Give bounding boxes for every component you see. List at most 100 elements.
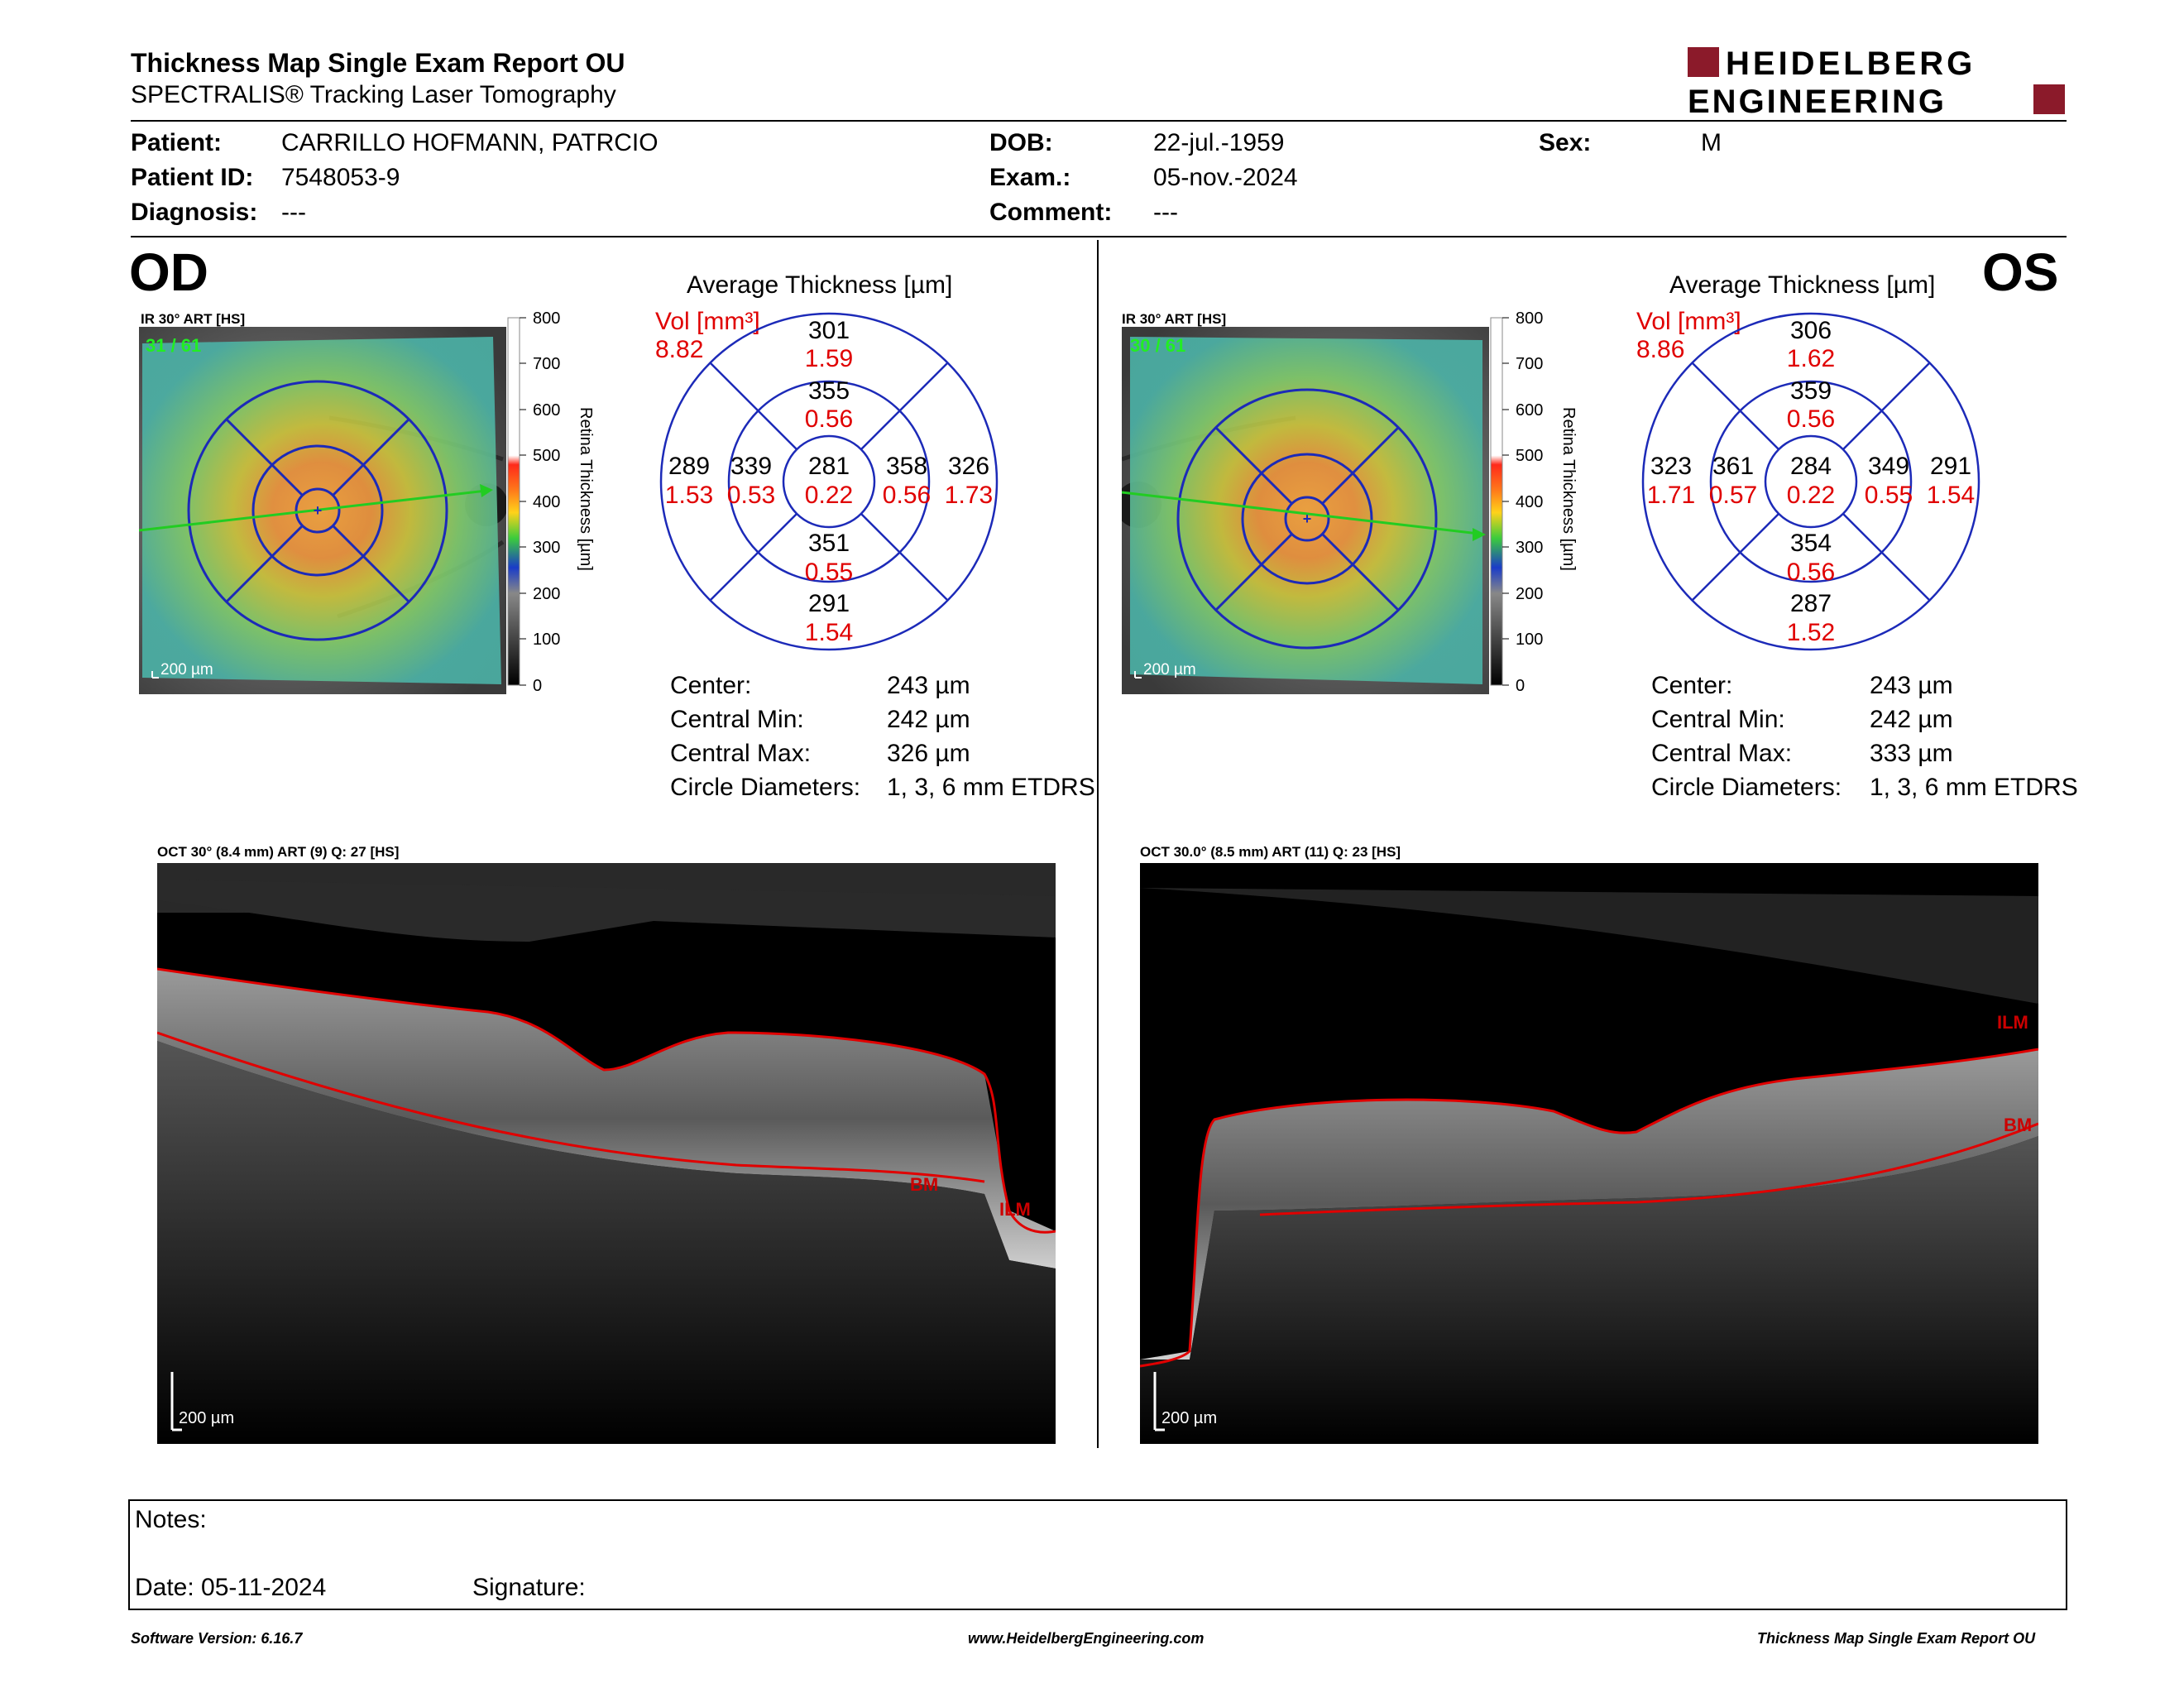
footer-software-version: Software Version: 6.16.7	[131, 1630, 303, 1647]
os-center-volume: 0.22	[1787, 482, 1835, 509]
patient-name: CARRILLO HOFMANN, PATRCIO	[281, 129, 659, 156]
center-divider	[1097, 240, 1099, 1448]
logo-bottom-text: ENGINEERING	[1688, 84, 1947, 117]
od-fundus-map: + 31 / 61 200 µm	[139, 327, 506, 694]
patient-id: 7548053-9	[281, 164, 400, 191]
od-inner-right-thickness: 358	[886, 453, 927, 480]
os-cbar-tick: 200	[1516, 585, 1543, 603]
od-ir-label: IR 30° ART [HS]	[141, 311, 246, 327]
os-avg-title: Average Thickness [µm]	[1669, 271, 1936, 299]
od-stat-value: 242 µm	[887, 706, 970, 733]
os-outer-left-thickness: 323	[1650, 453, 1692, 480]
os-oct-scan: ILM BM 200 µm	[1140, 863, 2038, 1444]
os-inner-bottom-volume: 0.56	[1787, 559, 1835, 586]
od-outer-left-volume: 1.53	[665, 482, 713, 509]
od-outer-top-thickness: 301	[808, 317, 850, 344]
os-outer-bottom-volume: 1.52	[1787, 619, 1835, 646]
os-cbar-tick: 300	[1516, 539, 1543, 557]
os-inner-top-volume: 0.56	[1787, 405, 1835, 433]
svg-text:+: +	[1303, 511, 1312, 527]
od-cbar-tick: 600	[533, 401, 560, 420]
od-eye-label: OD	[129, 242, 208, 302]
os-inner-top-thickness: 359	[1790, 377, 1832, 405]
dob-value: 22-jul.-1959	[1153, 129, 1285, 156]
od-etdrs-grid: 301 1.59 355 0.56 289 1.53 339 0.53 281 …	[659, 312, 999, 651]
os-outer-left-volume: 1.71	[1647, 482, 1695, 509]
os-outer-right-volume: 1.54	[1927, 482, 1975, 509]
od-stat-label: Circle Diameters:	[670, 774, 861, 801]
od-cbar-tick: 200	[533, 585, 560, 603]
os-oct-label: OCT 30.0° (8.5 mm) ART (11) Q: 23 [HS]	[1140, 844, 1401, 860]
os-stat-value: 242 µm	[1870, 706, 1953, 733]
os-cbar-tick: 800	[1516, 309, 1543, 328]
os-vol-value: 8.86	[1636, 336, 1685, 363]
od-stat-label: Central Min:	[670, 706, 804, 733]
os-stat-label: Central Min:	[1651, 706, 1785, 733]
os-cbar-tick: 600	[1516, 401, 1543, 420]
os-outer-right-thickness: 291	[1930, 453, 1971, 480]
os-cbar-tick: 0	[1516, 677, 1525, 695]
od-stat-value: 243 µm	[887, 672, 970, 699]
signature-label: Signature:	[472, 1574, 586, 1601]
os-stat-value: 1, 3, 6 mm ETDRS	[1870, 774, 2078, 801]
heidelberg-logo: HEIDELBERG ENGINEERING	[1688, 46, 2065, 117]
comment-value: ---	[1153, 199, 1178, 226]
date-label: Date: 05-11-2024	[135, 1574, 327, 1601]
od-inner-left-volume: 0.53	[727, 482, 775, 509]
sex-value: M	[1701, 129, 1722, 156]
od-avg-title: Average Thickness [µm]	[687, 271, 953, 299]
os-fundus-scale: 200 µm	[1143, 661, 1196, 679]
od-cbar-tick: 100	[533, 631, 560, 649]
os-inner-bottom-thickness: 354	[1790, 530, 1832, 557]
od-cbar-tick: 0	[533, 677, 542, 695]
od-stat-label: Center:	[670, 672, 752, 699]
report-subtitle: SPECTRALIS® Tracking Laser Tomography	[131, 81, 616, 108]
os-cbar-tick: 500	[1516, 447, 1543, 465]
od-vol-value: 8.82	[655, 336, 704, 363]
od-stat-value: 326 µm	[887, 740, 970, 767]
svg-text:+: +	[314, 502, 323, 519]
os-bm-label: BM	[2004, 1115, 2032, 1135]
os-cbar-tick: 700	[1516, 355, 1543, 373]
od-outer-left-thickness: 289	[668, 453, 710, 480]
od-center-thickness: 281	[808, 453, 850, 480]
footer-website: www.HeidelbergEngineering.com	[968, 1630, 1205, 1647]
os-oct-scale: 200 µm	[1161, 1409, 1217, 1427]
patient-label: Patient:	[131, 129, 223, 156]
od-cbar-tick: 400	[533, 493, 560, 511]
os-stat-value: 243 µm	[1870, 672, 1953, 699]
os-inner-right-volume: 0.55	[1865, 482, 1913, 509]
os-inner-left-thickness: 361	[1712, 453, 1754, 480]
os-colorbar: 800 700 600 500 400 300 200 100 0 Retina…	[1490, 309, 1578, 695]
notes-box[interactable]: Notes: Date: 05-11-2024 Signature:	[128, 1499, 2067, 1610]
od-outer-top-volume: 1.59	[805, 345, 853, 372]
os-fundus-map: + 30 / 61 200 µm	[1122, 327, 1489, 694]
od-inner-right-volume: 0.56	[883, 482, 931, 509]
os-outer-top-thickness: 306	[1790, 317, 1832, 344]
diagnosis-value: ---	[281, 199, 306, 226]
os-outer-bottom-thickness: 287	[1790, 590, 1832, 617]
od-stat-value: 1, 3, 6 mm ETDRS	[887, 774, 1095, 801]
os-stat-label: Circle Diameters:	[1651, 774, 1842, 801]
od-inner-top-thickness: 355	[808, 377, 850, 405]
sex-label: Sex:	[1539, 129, 1592, 156]
od-inner-bottom-volume: 0.55	[805, 559, 853, 586]
comment-label: Comment:	[989, 199, 1113, 226]
od-inner-left-thickness: 339	[730, 453, 772, 480]
od-inner-bottom-thickness: 351	[808, 530, 850, 557]
os-cbar-tick: 100	[1516, 631, 1543, 649]
os-inner-left-volume: 0.57	[1709, 482, 1757, 509]
od-vol-label: Vol [mm³]	[655, 308, 760, 335]
os-stat-value: 333 µm	[1870, 740, 1953, 767]
notes-label: Notes:	[135, 1506, 207, 1533]
od-cbar-tick: 500	[533, 447, 560, 465]
dob-label: DOB:	[989, 129, 1053, 156]
od-stat-label: Central Max:	[670, 740, 812, 767]
os-frame-counter: 30 / 61	[1130, 335, 1185, 356]
os-inner-right-thickness: 349	[1868, 453, 1909, 480]
os-ilm-label: ILM	[1997, 1012, 2028, 1033]
report-title: Thickness Map Single Exam Report OU	[131, 48, 625, 78]
od-cbar-tick: 300	[533, 539, 560, 557]
os-center-thickness: 284	[1790, 453, 1832, 480]
od-oct-label: OCT 30° (8.4 mm) ART (9) Q: 27 [HS]	[157, 844, 400, 860]
